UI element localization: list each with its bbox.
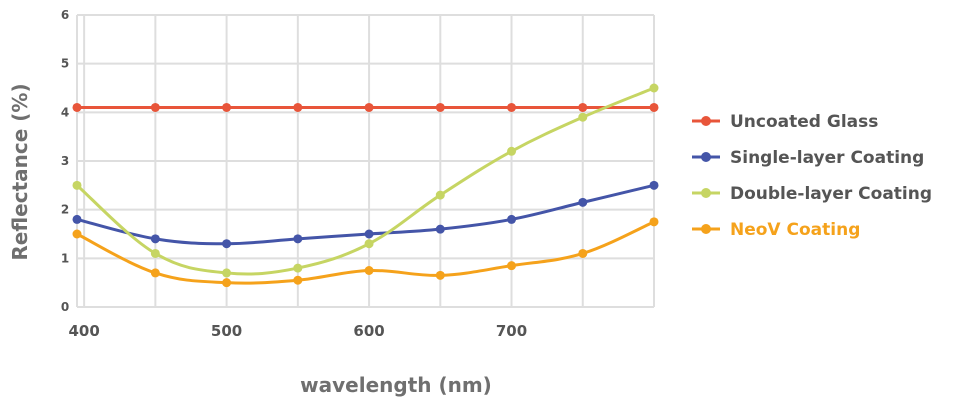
data-point-uncoated-glass (293, 102, 303, 112)
data-point-single-layer-coating (507, 214, 517, 224)
data-point-double-layer-coating (293, 263, 303, 273)
data-point-uncoated-glass (150, 102, 160, 112)
legend: Uncoated Glass Single-layer Coating Double… (692, 112, 932, 240)
x-tick-label: 600 (353, 322, 384, 340)
y-tick-label: 3 (61, 154, 69, 168)
data-point-uncoated-glass (364, 102, 374, 112)
data-point-double-layer-coating (72, 180, 82, 190)
legend-swatch-marker (701, 224, 711, 234)
data-point-single-layer-coating (150, 234, 160, 244)
data-point-neov-coating (364, 266, 374, 275)
series-single-layer-coating (72, 180, 659, 249)
data-point-uncoated-glass (222, 102, 232, 112)
data-point-single-layer-coating (72, 214, 82, 224)
data-point-single-layer-coating (293, 234, 303, 244)
legend-label: Double-layer Coating (730, 184, 932, 204)
data-point-uncoated-glass (72, 102, 82, 112)
axis-layer: wavelength (nm) Reflectance (%) 0 1 2 3 4 5 6 4… (8, 8, 527, 397)
series-uncoated-glass (72, 102, 659, 112)
data-point-neov-coating (435, 270, 445, 280)
data-point-single-layer-coating (222, 239, 232, 249)
y-tick-label: 5 (61, 57, 69, 71)
y-tick-label: 4 (61, 105, 69, 119)
x-axis-title: wavelength (nm) (300, 373, 492, 397)
y-tick-label: 0 (61, 300, 69, 314)
x-tick-label: 400 (68, 322, 99, 340)
y-axis-title: Reflectance (%) (8, 83, 32, 260)
legend-item-neov-coating: NeoV Coating (692, 220, 860, 240)
series-neov-coating (72, 217, 659, 288)
data-point-double-layer-coating (578, 112, 588, 122)
data-point-single-layer-coating (364, 229, 374, 239)
data-point-uncoated-glass (649, 102, 659, 112)
data-point-neov-coating (507, 261, 517, 271)
data-point-single-layer-coating (435, 224, 445, 234)
data-point-uncoated-glass (578, 102, 588, 112)
data-point-double-layer-coating (649, 83, 659, 93)
data-point-neov-coating (649, 217, 659, 227)
legend-swatch-marker (701, 116, 711, 126)
legend-label: Single-layer Coating (730, 148, 924, 168)
legend-item-single-layer-coating: Single-layer Coating (692, 148, 924, 168)
data-point-double-layer-coating (222, 268, 232, 278)
legend-label: Uncoated Glass (730, 112, 878, 132)
data-point-neov-coating (222, 278, 232, 288)
y-tick-label: 6 (61, 8, 69, 22)
data-point-double-layer-coating (435, 190, 445, 200)
x-tick-label: 700 (496, 322, 527, 340)
series-double-layer-coating (72, 83, 659, 278)
data-point-single-layer-coating (649, 180, 659, 190)
data-point-neov-coating (150, 268, 160, 278)
data-point-double-layer-coating (150, 248, 160, 258)
legend-label: NeoV Coating (730, 220, 860, 240)
data-point-double-layer-coating (507, 146, 517, 156)
y-tick-label: 2 (61, 203, 69, 217)
x-tick-label: 500 (211, 322, 242, 340)
data-point-uncoated-glass (507, 102, 517, 112)
data-point-neov-coating (578, 248, 588, 258)
series-layer (72, 83, 659, 288)
series-line-neov-coating (75, 220, 656, 285)
legend-item-uncoated-glass: Uncoated Glass (692, 112, 878, 132)
legend-swatch-marker (701, 188, 711, 198)
data-point-double-layer-coating (364, 239, 374, 249)
grid-layer (76, 14, 655, 308)
data-point-neov-coating (72, 229, 82, 239)
data-point-single-layer-coating (578, 197, 588, 207)
legend-item-double-layer-coating: Double-layer Coating (692, 184, 932, 204)
legend-swatch-marker (701, 152, 711, 162)
data-point-uncoated-glass (435, 102, 445, 112)
data-point-neov-coating (293, 275, 303, 285)
y-tick-label: 1 (61, 251, 69, 265)
